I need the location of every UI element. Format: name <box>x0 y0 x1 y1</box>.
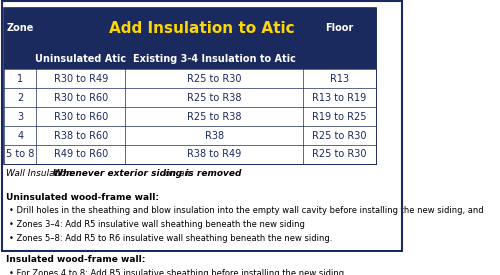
Text: R38 to R49: R38 to R49 <box>187 149 241 160</box>
Text: on an: on an <box>162 169 190 178</box>
FancyBboxPatch shape <box>4 49 376 69</box>
FancyBboxPatch shape <box>4 107 376 126</box>
FancyBboxPatch shape <box>4 69 376 88</box>
Text: Wall Insulation:: Wall Insulation: <box>6 169 78 178</box>
Text: R25 to R38: R25 to R38 <box>187 112 242 122</box>
Text: R38: R38 <box>204 131 224 141</box>
Text: R30 to R60: R30 to R60 <box>54 93 108 103</box>
FancyBboxPatch shape <box>4 8 376 49</box>
Text: 3: 3 <box>17 112 24 122</box>
Text: Uninsulated Atic: Uninsulated Atic <box>35 54 126 64</box>
Text: Uninsulated wood-frame wall:: Uninsulated wood-frame wall: <box>6 192 159 202</box>
FancyBboxPatch shape <box>4 88 376 107</box>
Text: Zone: Zone <box>6 23 34 33</box>
Text: 5 to 8: 5 to 8 <box>6 149 34 160</box>
Text: R25 to R30: R25 to R30 <box>312 131 366 141</box>
Text: R30 to R60: R30 to R60 <box>54 112 108 122</box>
Text: R25 to R30: R25 to R30 <box>187 74 242 84</box>
Text: • Drill holes in the sheathing and blow insulation into the empty wall cavity be: • Drill holes in the sheathing and blow … <box>10 207 484 216</box>
Text: R25 to R38: R25 to R38 <box>187 93 242 103</box>
Text: R13: R13 <box>330 74 349 84</box>
Text: 1: 1 <box>17 74 24 84</box>
FancyBboxPatch shape <box>4 126 376 145</box>
Text: R13 to R19: R13 to R19 <box>312 93 366 103</box>
FancyBboxPatch shape <box>4 145 376 164</box>
Text: Insulated wood-frame wall:: Insulated wood-frame wall: <box>6 255 145 264</box>
Text: • For Zones 4 to 8: Add R5 insulative sheathing before installing the new siding: • For Zones 4 to 8: Add R5 insulative sh… <box>10 269 347 275</box>
Text: 4: 4 <box>17 131 24 141</box>
Text: • Zones 5–8: Add R5 to R6 insulative wall sheathing beneath the new siding.: • Zones 5–8: Add R5 to R6 insulative wal… <box>10 234 332 243</box>
Text: R30 to R49: R30 to R49 <box>54 74 108 84</box>
Text: R49 to R60: R49 to R60 <box>54 149 108 160</box>
Text: R25 to R30: R25 to R30 <box>312 149 366 160</box>
FancyBboxPatch shape <box>4 8 376 164</box>
Text: Floor: Floor <box>325 23 354 33</box>
Text: Add Insulation to Atic: Add Insulation to Atic <box>109 21 295 36</box>
Text: R19 to R25: R19 to R25 <box>312 112 366 122</box>
Text: 2: 2 <box>17 93 24 103</box>
Text: Existing 3-4 Insulation to Atic: Existing 3-4 Insulation to Atic <box>132 54 296 64</box>
Text: Whenever exterior siding is removed: Whenever exterior siding is removed <box>52 169 241 178</box>
Text: R38 to R60: R38 to R60 <box>54 131 108 141</box>
Text: • Zones 3–4: Add R5 insulative wall sheathing beneath the new siding: • Zones 3–4: Add R5 insulative wall shea… <box>10 220 305 229</box>
